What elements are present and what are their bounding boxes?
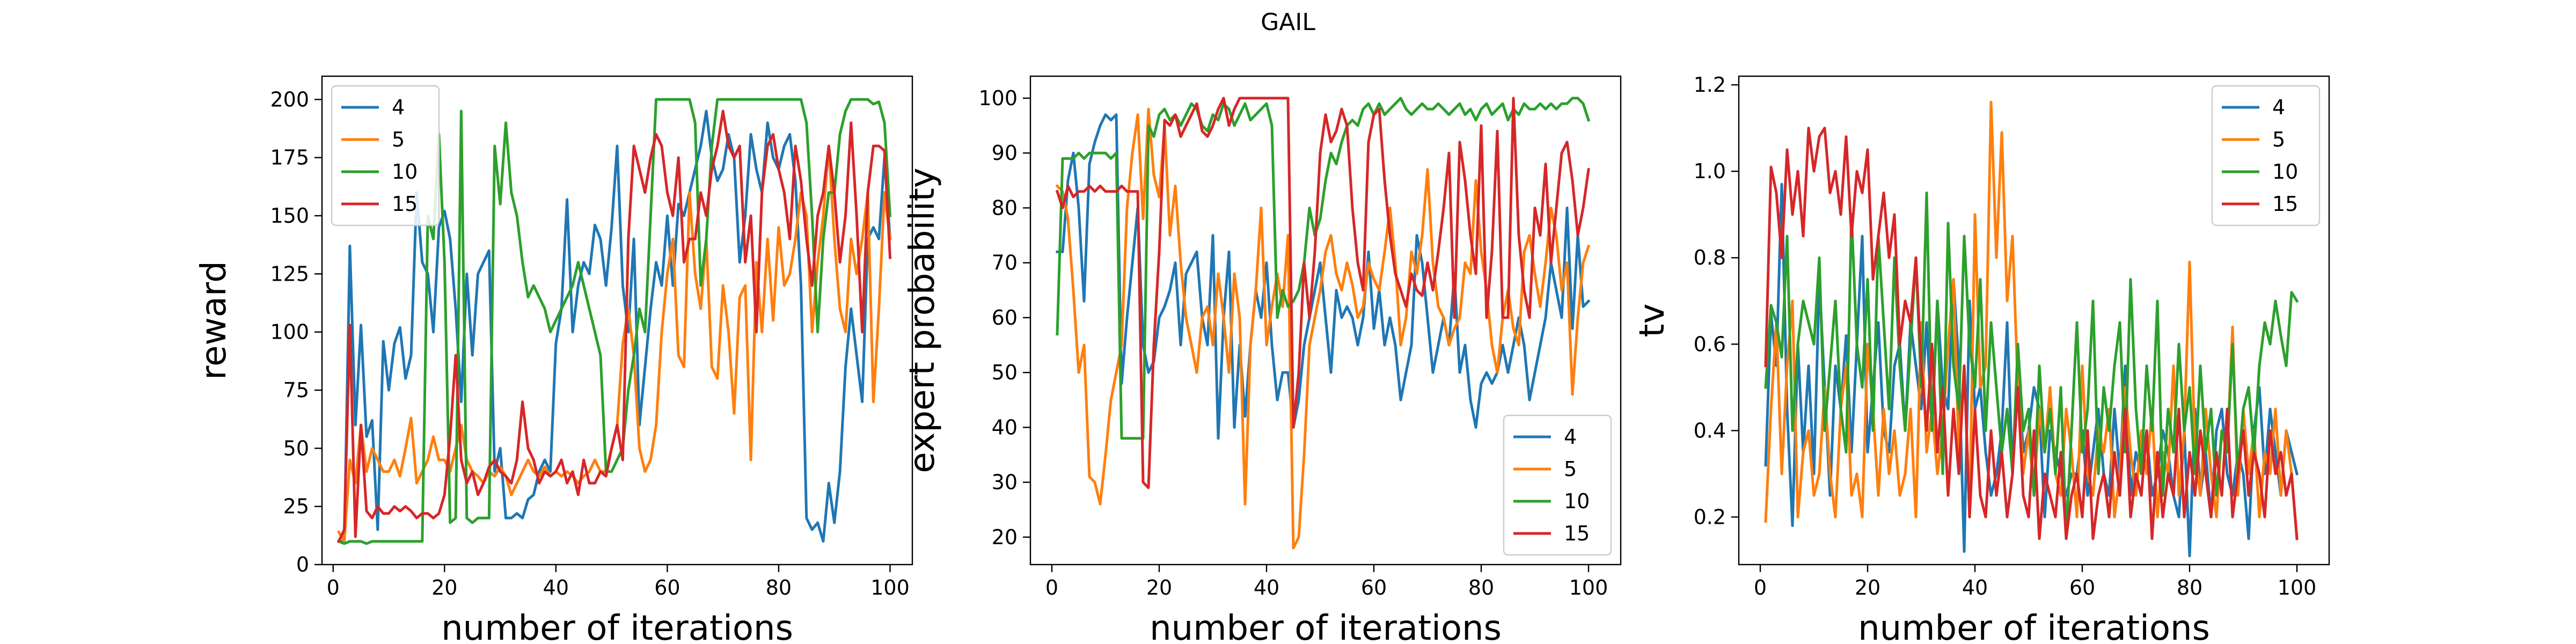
plot-frame xyxy=(1029,75,1622,566)
y-tick-label: 150 xyxy=(270,204,309,228)
y-axis-label: tv xyxy=(1633,304,1672,338)
legend-box xyxy=(2211,85,2321,226)
legend-label-5: 5 xyxy=(1564,457,1577,481)
x-tick-label: 100 xyxy=(2278,576,2317,599)
x-tick-label: 60 xyxy=(1361,576,1387,599)
legend-label-10: 10 xyxy=(1564,489,1590,513)
x-tick-label: 60 xyxy=(2069,576,2095,599)
y-tick-label: 175 xyxy=(270,146,309,170)
legend-label-5: 5 xyxy=(2272,128,2285,151)
y-tick-label: 90 xyxy=(992,141,1018,165)
series-lines xyxy=(336,98,892,545)
y-tick-label: 40 xyxy=(992,415,1018,439)
x-tick-label: 20 xyxy=(431,576,457,599)
y-axis-label: expert probability xyxy=(903,167,942,473)
x-tick-label: 40 xyxy=(1962,576,1988,599)
x-axis-label: number of iterations xyxy=(441,609,793,644)
legend-box xyxy=(331,85,440,226)
series-line-4 xyxy=(337,109,892,543)
y-tick-label: 0 xyxy=(296,553,309,576)
x-tick-label: 0 xyxy=(1045,576,1058,599)
legend: 4 5 10 15 xyxy=(2211,85,2321,226)
y-tick-label: 80 xyxy=(992,196,1018,219)
legend-label-15: 15 xyxy=(392,192,418,216)
y-tick-label: 100 xyxy=(978,86,1018,110)
x-tick-label: 80 xyxy=(766,576,792,599)
y-tick-label: 0.2 xyxy=(1694,505,1726,529)
series-lines xyxy=(1764,100,2299,558)
legend-label-15: 15 xyxy=(2272,192,2298,216)
legend-box xyxy=(1503,414,1612,556)
y-tick-label: 1.0 xyxy=(1694,159,1726,183)
x-tick-label: 20 xyxy=(1146,576,1172,599)
y-tick-label: 20 xyxy=(992,525,1018,549)
plot-frame xyxy=(1738,75,2330,566)
x-tick-label: 100 xyxy=(1569,576,1608,599)
legend-label-4: 4 xyxy=(392,96,405,119)
legend-label-10: 10 xyxy=(2272,160,2298,184)
legend-label-4: 4 xyxy=(2272,96,2285,119)
legend-label-4: 4 xyxy=(1564,425,1577,449)
y-tick-label: 50 xyxy=(283,436,309,460)
figure-title: GAIL xyxy=(1261,9,1315,36)
y-tick-label: 50 xyxy=(992,361,1018,384)
x-tick-label: 80 xyxy=(1468,576,1494,599)
panel-3: 0 20 40 60 80 100 0.2 0.4 0.6 0.8 1.0 1.2 number of … xyxy=(1633,73,2330,644)
x-tick-label: 100 xyxy=(870,576,910,599)
panel-2: 0 20 40 60 80 100 20 30 40 50 60 70 80 90 100 number of… xyxy=(903,75,1622,644)
legend-label-15: 15 xyxy=(1564,522,1590,545)
y-tick-label: 0.8 xyxy=(1694,246,1726,269)
x-axis-label: number of iterations xyxy=(1150,609,1502,644)
x-tick-label: 0 xyxy=(327,576,340,599)
y-tick-label: 125 xyxy=(270,262,309,286)
series-line-10 xyxy=(1056,97,1591,440)
y-tick-label: 60 xyxy=(992,306,1018,330)
x-tick-label: 0 xyxy=(1754,576,1767,599)
series-line-15 xyxy=(336,109,892,544)
y-tick-label: 75 xyxy=(283,378,309,402)
y-tick-label: 30 xyxy=(992,471,1018,494)
y-tick-label: 1.2 xyxy=(1694,73,1726,97)
x-tick-label: 40 xyxy=(1254,576,1279,599)
x-tick-label: 20 xyxy=(1855,576,1880,599)
legend: 4 5 10 15 xyxy=(1503,414,1612,556)
legend: 4 5 10 15 xyxy=(331,85,440,226)
y-tick-label: 0.6 xyxy=(1694,332,1726,356)
series-line-5 xyxy=(1055,107,1591,550)
x-tick-label: 40 xyxy=(543,576,569,599)
series-line-15 xyxy=(1764,127,2299,540)
series-line-10 xyxy=(336,98,892,545)
x-axis-label: number of iterations xyxy=(1858,609,2210,644)
legend-label-10: 10 xyxy=(392,160,418,184)
plot-frame xyxy=(321,75,913,566)
x-tick-label: 60 xyxy=(654,576,680,599)
y-axis-label: reward xyxy=(194,261,234,380)
y-tick-label: 200 xyxy=(270,87,309,111)
y-tick-label: 25 xyxy=(283,495,309,518)
panel-1: 0 20 40 60 80 100 0 25 50 75 100 125 150 175 200 number… xyxy=(194,75,913,644)
y-tick-label: 100 xyxy=(270,320,309,344)
series-lines xyxy=(1055,97,1591,550)
y-tick-label: 0.4 xyxy=(1694,419,1726,442)
series-line-15 xyxy=(1055,97,1590,489)
legend-label-5: 5 xyxy=(392,128,405,151)
x-tick-label: 80 xyxy=(2177,576,2202,599)
y-tick-label: 70 xyxy=(992,251,1018,275)
